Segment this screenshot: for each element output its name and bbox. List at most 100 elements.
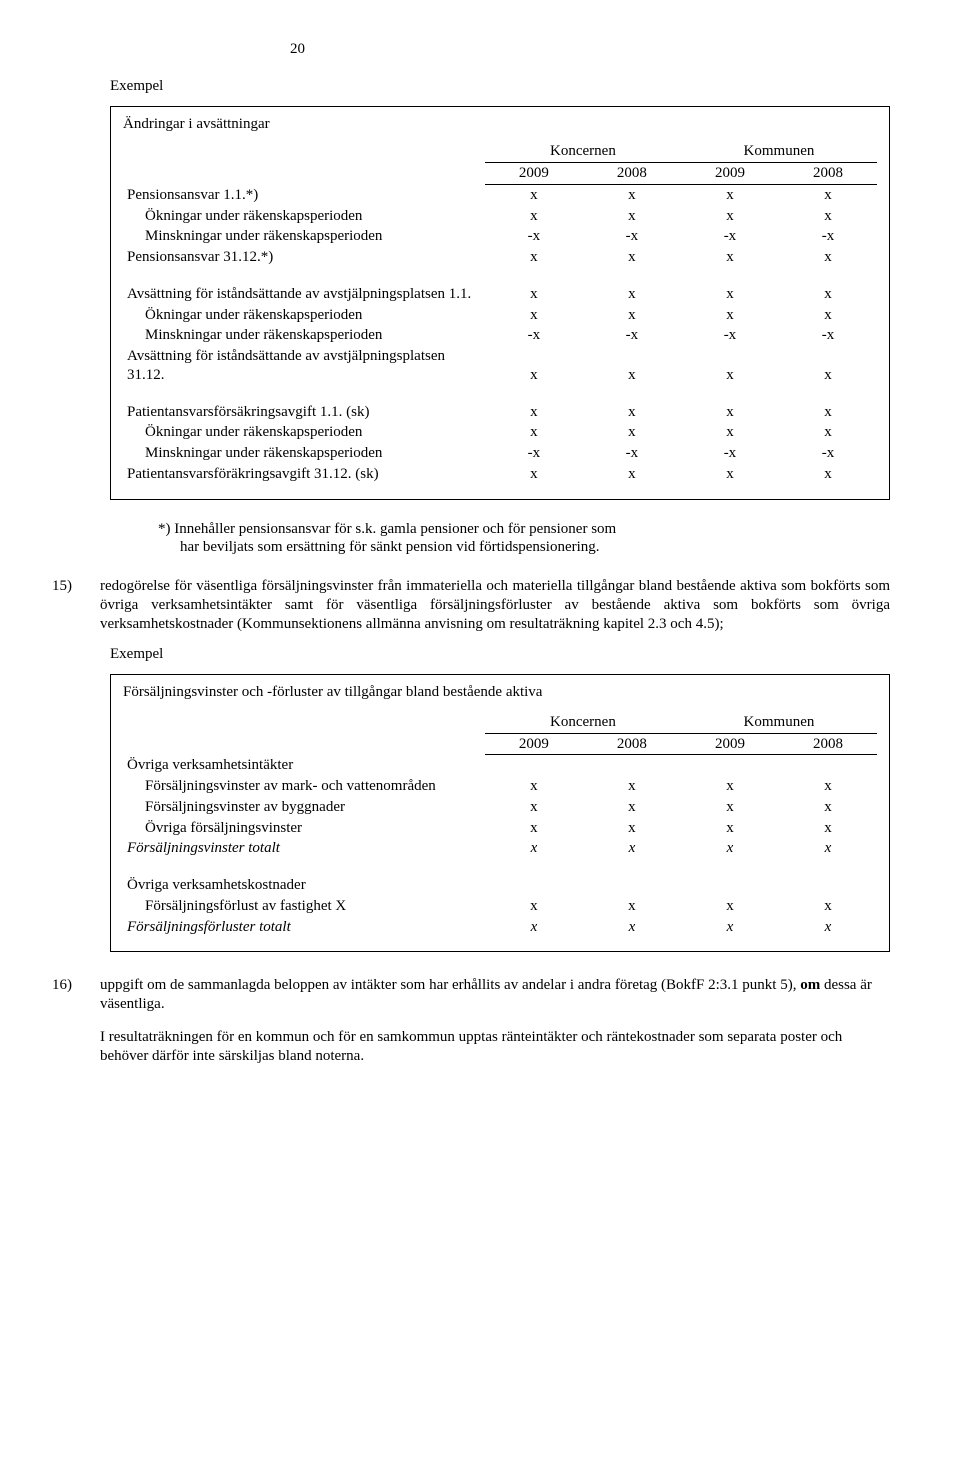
cell: x [779,797,877,818]
table1-title: Ändringar i avsättningar [123,115,877,134]
row-label: Övriga försäljningsvinster [123,818,485,839]
table-row: Pensionsansvar 1.1.*) x x x x [123,184,877,205]
table-row: Försäljningsvinster av mark- och vatteno… [123,776,877,797]
row-label: Försäljningsvinster totalt [123,838,485,859]
cell: x [583,776,681,797]
table-row: Försäljningsförlust av fastighet X x x x… [123,896,877,917]
table-row: Minskningar under räkenskapsperioden -x … [123,226,877,247]
cell: x [681,464,779,485]
header-year: 2008 [779,163,877,185]
table-row: Pensionsansvar 31.12.*) x x x x [123,247,877,268]
cell: -x [779,443,877,464]
cell: x [681,305,779,326]
cell: -x [583,325,681,346]
cell: x [779,838,877,859]
table-2: Koncernen Kommunen 2009 2008 2009 2008 Ö… [123,712,877,938]
cell: x [583,305,681,326]
cell: -x [583,226,681,247]
table-row: Patientansvarsföräkringsavgift 31.12. (s… [123,464,877,485]
cell: x [485,917,583,938]
cell: x [779,184,877,205]
cell: x [485,284,583,305]
example-label-2: Exempel [110,645,890,664]
cell: x [779,206,877,227]
table-row: Försäljningsvinster totalt x x x x [123,838,877,859]
cell: x [681,797,779,818]
cell: x [681,346,779,386]
cell: x [583,464,681,485]
table-box-1: Ändringar i avsättningar Koncernen Kommu… [110,106,890,500]
cell: -x [583,443,681,464]
cell: -x [681,325,779,346]
table-header-years: 2009 2008 2009 2008 [123,733,877,755]
table-row: Ökningar under räkenskapsperioden x x x … [123,422,877,443]
cell: x [583,838,681,859]
row-label: Försäljningsvinster av mark- och vatteno… [123,776,485,797]
page-number: 20 [290,40,890,59]
header-year: 2008 [583,733,681,755]
cell: x [681,402,779,423]
cell: x [485,184,583,205]
cell: x [583,797,681,818]
row-label: Pensionsansvar 1.1.*) [123,184,485,205]
table-row: Patientansvarsförsäkringsavgift 1.1. (sk… [123,402,877,423]
cell: x [779,464,877,485]
cell: -x [485,325,583,346]
table-row: Ökningar under räkenskapsperioden x x x … [123,305,877,326]
cell: x [485,838,583,859]
footnote-line: *) Innehåller pensionsansvar för s.k. ga… [158,520,768,539]
header-koncernen: Koncernen [485,712,681,733]
cell: x [681,422,779,443]
cell: x [681,206,779,227]
table-section-head: Övriga verksamhetsintäkter [123,755,877,776]
table-row: Avsättning för iståndsättande av avstjäl… [123,346,877,386]
cell: x [681,896,779,917]
cell: -x [779,226,877,247]
cell: x [779,247,877,268]
cell: -x [681,443,779,464]
item16-text-b: om [800,977,820,993]
header-year: 2009 [681,163,779,185]
table-box-2: Försäljningsvinster och -förluster av ti… [110,674,890,952]
row-label: Avsättning för iståndsättande av avstjäl… [123,284,485,305]
cell: x [779,917,877,938]
cell: x [485,346,583,386]
cell: x [485,422,583,443]
item-text: redogörelse för väsentliga försäljningsv… [100,577,890,633]
cell: -x [681,226,779,247]
cell: x [583,184,681,205]
table-row: Försäljningsvinster av byggnader x x x x [123,797,877,818]
table-header-group: Koncernen Kommunen [123,712,877,733]
footnote-line: har beviljats som ersättning för sänkt p… [158,538,768,557]
row-label: Försäljningsförlust av fastighet X [123,896,485,917]
row-label: Minskningar under räkenskapsperioden [123,443,485,464]
item-number: 16) [52,976,100,1065]
cell: -x [485,443,583,464]
table-section-head: Övriga verksamhetskostnader [123,875,877,896]
table2-title: Försäljningsvinster och -förluster av ti… [123,683,877,702]
cell: x [779,896,877,917]
cell: x [681,184,779,205]
row-label: Försäljningsvinster av byggnader [123,797,485,818]
header-year: 2009 [485,163,583,185]
row-label: Ökningar under räkenskapsperioden [123,422,485,443]
header-year: 2008 [583,163,681,185]
table-row: Övriga försäljningsvinster x x x x [123,818,877,839]
table-row: Försäljningsförluster totalt x x x x [123,917,877,938]
cell: x [583,896,681,917]
row-label: Ökningar under räkenskapsperioden [123,206,485,227]
cell: x [485,305,583,326]
cell: x [681,917,779,938]
list-item-15: 15) redogörelse för väsentliga försäljni… [110,577,890,633]
footnote: *) Innehåller pensionsansvar för s.k. ga… [158,520,768,558]
cell: x [681,247,779,268]
cell: x [485,776,583,797]
cell: x [583,422,681,443]
table-row: Minskningar under räkenskapsperioden -x … [123,325,877,346]
header-year: 2009 [485,733,583,755]
table-header-group: Koncernen Kommunen [123,141,877,162]
cell: x [485,464,583,485]
header-kommunen: Kommunen [681,141,877,162]
cell: x [583,206,681,227]
row-label: Avsättning för iståndsättande av avstjäl… [123,346,485,386]
